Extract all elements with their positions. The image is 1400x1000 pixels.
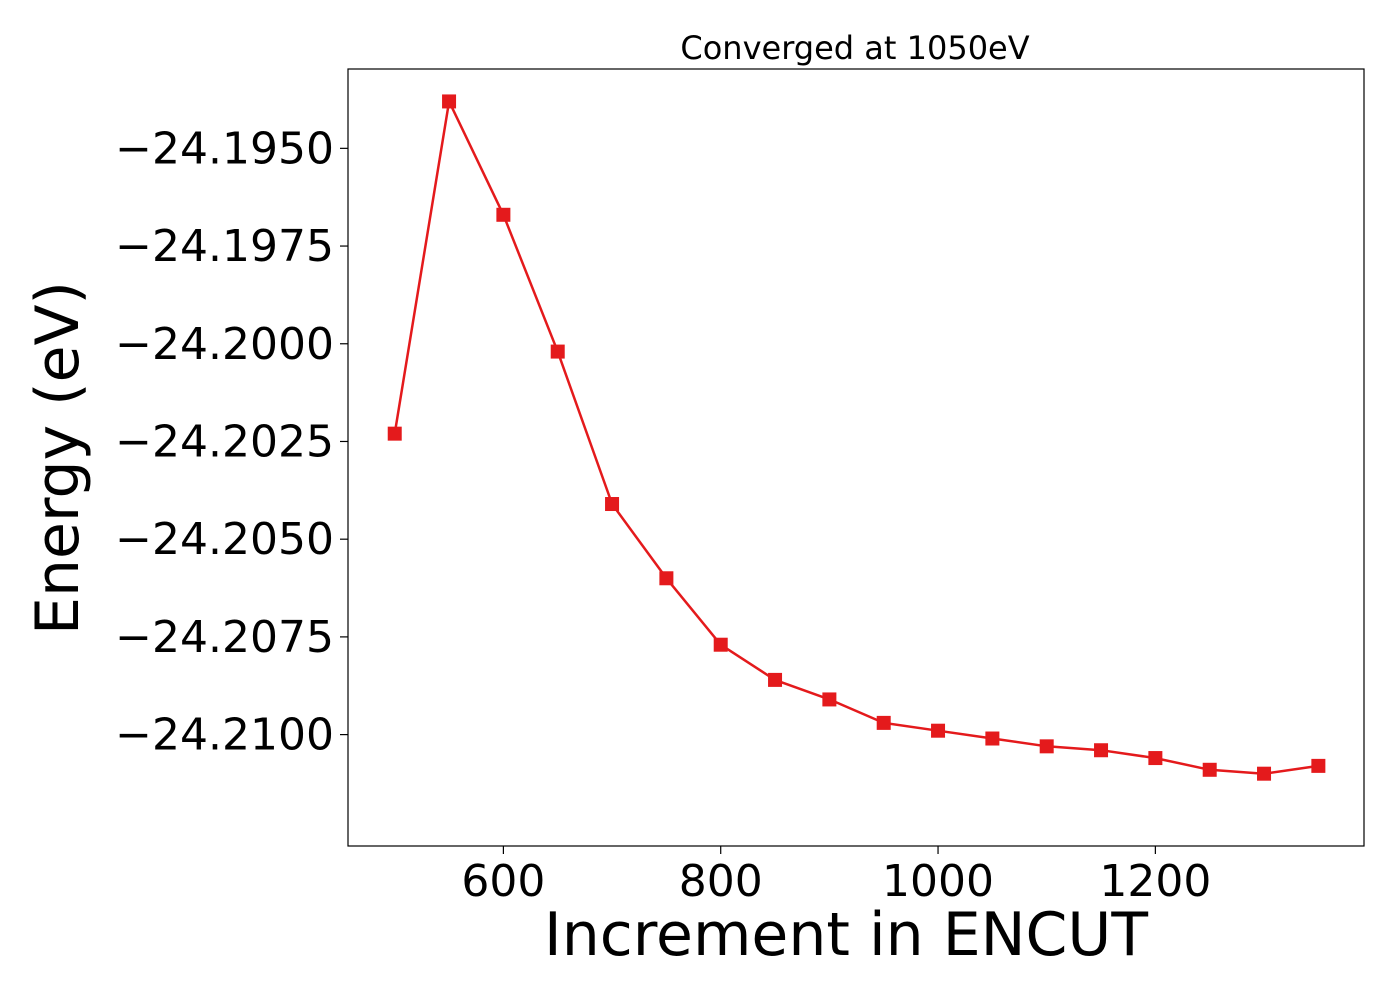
plot-area: [347, 68, 1365, 847]
x-axis-ticks: 600 800 1000 1200: [461, 846, 1211, 907]
x-tick-label: 600: [461, 856, 545, 907]
series-group: [387, 94, 1326, 781]
x-axis-label: Increment in ENCUT: [544, 900, 1148, 970]
data-point-marker: [1311, 758, 1326, 773]
x-tick-label: 800: [679, 856, 763, 907]
series-line: [393, 100, 1319, 775]
chart-title: Converged at 1050eV: [680, 29, 1029, 67]
data-point-marker: [605, 497, 620, 512]
data-point-marker: [822, 692, 837, 707]
y-tick-label: −24.2075: [115, 612, 334, 663]
data-point-marker: [1257, 766, 1272, 781]
x-tick-label: 1000: [882, 856, 994, 907]
data-point-marker: [985, 731, 1000, 746]
data-point-marker: [713, 637, 728, 652]
data-point-marker: [1148, 751, 1163, 766]
plot-frame: [347, 68, 1365, 847]
y-tick-label: −24.2000: [115, 319, 334, 370]
y-tick-label: −24.1975: [115, 221, 334, 272]
data-point-marker: [496, 207, 511, 222]
y-tick-label: −24.1950: [115, 123, 334, 174]
data-point-marker: [1202, 762, 1217, 777]
data-point-marker: [1039, 739, 1054, 754]
data-point-marker: [387, 426, 402, 441]
data-point-marker: [550, 344, 565, 359]
y-tick-label: −24.2025: [115, 416, 334, 467]
data-point-marker: [768, 672, 783, 687]
data-point-marker: [931, 723, 946, 738]
data-point-marker: [1094, 743, 1109, 758]
y-axis-label: Energy (eV): [23, 281, 93, 635]
data-point-marker: [876, 715, 891, 730]
y-tick-label: −24.2100: [115, 710, 334, 761]
data-point-marker: [442, 94, 457, 109]
y-axis-ticks: −24.1950 −24.1975 −24.2000 −24.2025 −24.2050…: [115, 123, 348, 761]
x-tick-label: 1200: [1099, 856, 1211, 907]
data-point-marker: [659, 571, 674, 586]
y-tick-label: −24.2050: [115, 514, 334, 565]
